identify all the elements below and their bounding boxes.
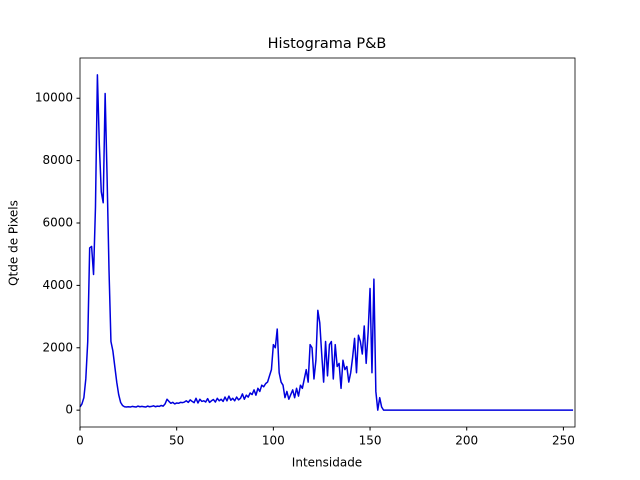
x-tick-label: 100	[262, 434, 285, 448]
chart-title: Histograma P&B	[268, 36, 387, 52]
data-line	[79, 74, 574, 411]
x-tick-label: 0	[76, 434, 84, 448]
x-tick-label: 200	[455, 434, 478, 448]
axes-frame	[79, 57, 576, 428]
x-tick-label: 250	[552, 434, 575, 448]
x-tick-label: 150	[359, 434, 382, 448]
y-axis-label: Qtde de Pixels	[7, 200, 21, 286]
y-tick-label: 8000	[42, 153, 73, 167]
y-tick-label: 2000	[42, 340, 73, 354]
y-tick-label: 10000	[35, 91, 73, 105]
x-axis-label: Intensidade	[292, 456, 362, 470]
y-tick-label: 6000	[42, 216, 73, 230]
y-tick-label: 0	[65, 403, 73, 417]
x-tick-label: 50	[169, 434, 184, 448]
y-tick-label: 4000	[42, 278, 73, 292]
